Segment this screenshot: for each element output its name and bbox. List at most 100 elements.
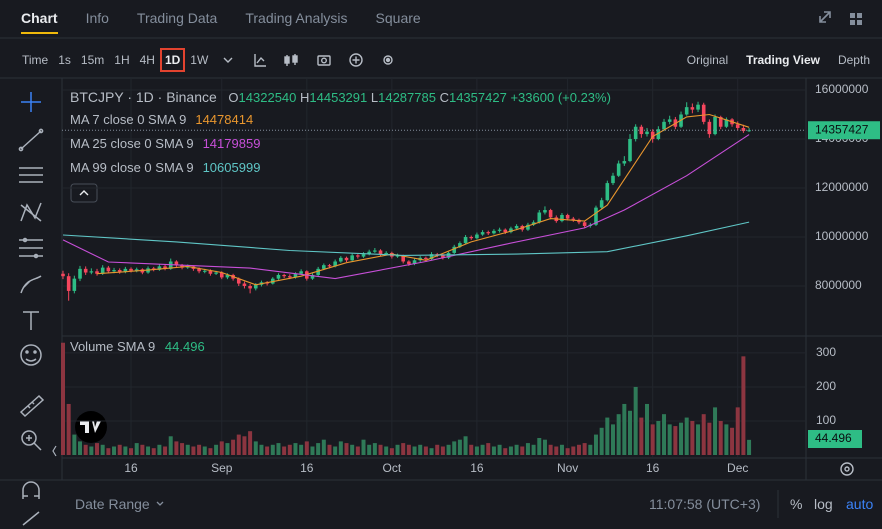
candle-body: [611, 175, 615, 184]
interval[interactable]: 1H: [114, 53, 130, 67]
ma-legend-row: MA 25 close 0 SMA 9 14179859: [70, 136, 260, 151]
candle-body: [66, 276, 71, 291]
candle-body: [537, 212, 542, 223]
candle-body: [469, 236, 474, 239]
dropdown-icon[interactable]: [156, 501, 164, 506]
interval[interactable]: 1W: [190, 53, 209, 67]
interval[interactable]: Time: [22, 53, 49, 67]
interval[interactable]: 4H: [139, 53, 155, 67]
legend-toggle[interactable]: [70, 183, 98, 203]
volume-bar: [645, 403, 650, 455]
tab[interactable]: Chart: [21, 10, 58, 34]
candle-body: [236, 278, 241, 284]
volume-bar: [718, 420, 723, 455]
tab[interactable]: Trading Analysis: [245, 10, 348, 26]
x-tick-label: 16: [470, 461, 484, 475]
date-range[interactable]: Date Range: [75, 496, 150, 512]
interval[interactable]: 1s: [58, 53, 71, 67]
candle-body: [480, 232, 485, 235]
candle-body: [401, 255, 405, 262]
volume-bar: [525, 443, 530, 455]
ohlc-label: H: [300, 90, 310, 105]
candle-body: [645, 131, 649, 135]
x-tick-label: Sep: [211, 461, 233, 475]
x-tick-label: Dec: [727, 461, 748, 475]
candle-body: [106, 267, 111, 272]
volume-bar: [679, 422, 684, 455]
tv-logo-mark: [80, 421, 101, 433]
volume-bar: [208, 448, 213, 455]
volume-bar: [163, 446, 168, 455]
tv-logo: [75, 411, 107, 443]
volume-bar: [707, 422, 712, 455]
interval[interactable]: 1D: [159, 48, 186, 72]
auto-toggle[interactable]: auto: [846, 496, 874, 512]
volume-bar: [372, 443, 377, 455]
view-option[interactable]: Trading View: [746, 53, 820, 67]
volume-bar: [497, 444, 502, 455]
tab[interactable]: Trading Data: [136, 10, 218, 26]
layout-icon[interactable]: [850, 13, 862, 25]
candle-body: [112, 270, 116, 272]
volume-tag-bg: [808, 430, 862, 448]
ma-line: [62, 134, 750, 280]
volume-bar: [747, 439, 752, 455]
fullscreen-icon[interactable]: [819, 11, 831, 23]
volume-bar: [333, 446, 338, 455]
volume-bar: [89, 446, 94, 455]
collapse-icon[interactable]: [52, 445, 57, 457]
log-toggle[interactable]: log: [814, 496, 833, 512]
volume-bar: [463, 436, 468, 455]
volume-bar: [457, 439, 462, 455]
volume-bar: [713, 407, 718, 455]
volume-bar: [610, 424, 615, 455]
candle-body: [582, 222, 587, 226]
volume-bar: [571, 446, 576, 455]
volume-bar: [667, 424, 672, 455]
candle-body: [492, 230, 496, 234]
volume-bar: [299, 444, 304, 455]
x-tick-label: Nov: [557, 461, 578, 475]
volume-tick-label: 200: [816, 379, 836, 393]
volume-bar: [741, 356, 746, 455]
y-tick-label: 8000000: [815, 278, 862, 292]
percent-toggle[interactable]: %: [790, 496, 803, 512]
candle-body: [344, 257, 349, 261]
volume-bar: [180, 443, 185, 455]
candle-body: [667, 119, 672, 122]
volume-bar: [673, 426, 678, 455]
interval[interactable]: 15m: [80, 53, 105, 67]
candle-body: [701, 104, 706, 122]
candle-body: [373, 250, 377, 252]
candle-body: [412, 260, 417, 264]
candle-body: [452, 246, 457, 253]
candle-body: [123, 268, 128, 272]
volume-bar: [531, 444, 536, 455]
settings-icon[interactable]: [840, 462, 854, 476]
candle-body: [713, 116, 717, 135]
candle-body: [310, 274, 315, 279]
tab[interactable]: Info: [85, 10, 109, 26]
toolbar-icons[interactable]: [223, 53, 393, 67]
candle-body: [253, 284, 258, 289]
ohlc-label: C: [439, 90, 449, 105]
candle-body: [735, 124, 740, 128]
volume-bar: [236, 434, 241, 455]
volume-bar: [486, 443, 491, 455]
view-option[interactable]: Original: [686, 53, 729, 67]
candle-body: [288, 276, 292, 278]
ohlc-label: L: [370, 90, 379, 105]
candle-body: [628, 138, 632, 162]
drawing-tools[interactable]: [18, 92, 45, 526]
ma-value: 14179859: [202, 136, 261, 151]
view-option[interactable]: Depth: [837, 53, 870, 67]
volume-value: 44.496: [164, 339, 205, 354]
candle-body: [219, 272, 224, 278]
candle-body: [282, 274, 286, 277]
candle-body: [384, 252, 388, 255]
candle-body: [339, 257, 343, 262]
candle-body: [407, 261, 411, 264]
volume-bar: [406, 444, 411, 455]
tab[interactable]: Square: [375, 10, 421, 26]
ma-name: MA 99 close 0 SMA 9: [70, 160, 194, 175]
